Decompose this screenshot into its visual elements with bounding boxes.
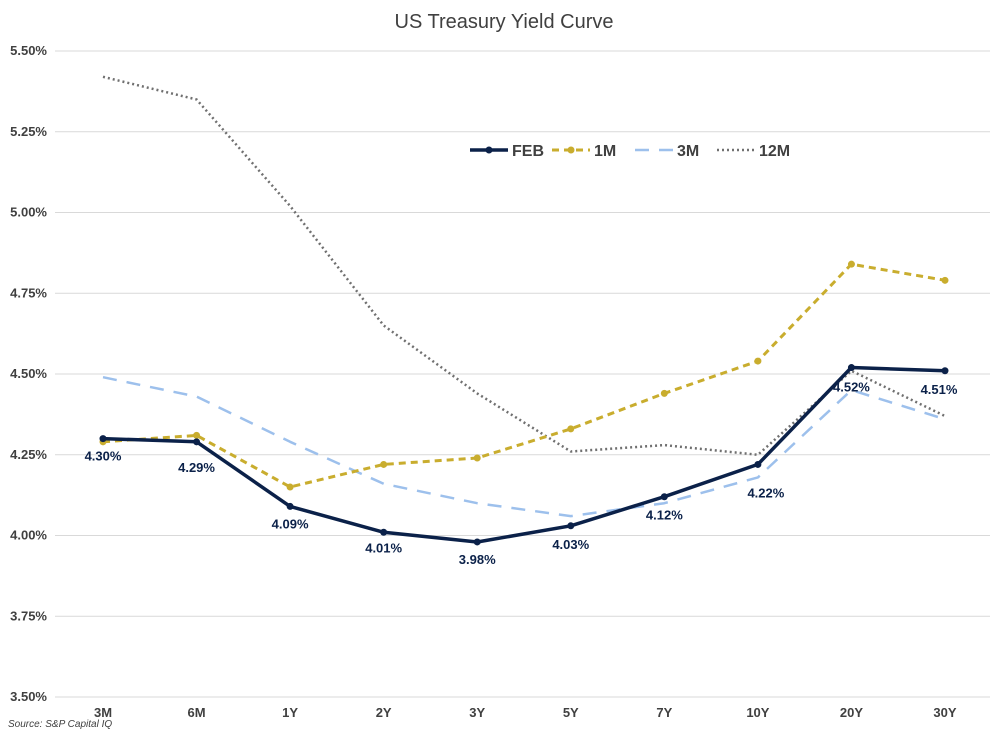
data-label-feb: 4.51%	[921, 382, 958, 397]
source-note: Source: S&P Capital IQ	[8, 719, 112, 730]
data-label-feb: 4.29%	[178, 460, 215, 475]
data-point-feb	[99, 435, 107, 443]
y-tick-label: 3.75%	[10, 608, 47, 623]
data-label-feb: 4.01%	[365, 540, 402, 555]
data-point-feb	[286, 502, 294, 510]
data-point-feb	[567, 522, 575, 530]
data-label-feb: 4.22%	[747, 485, 784, 500]
x-tick-label: 30Y	[933, 705, 956, 720]
data-point-1m	[380, 460, 388, 468]
series-line-12m	[102, 75, 946, 457]
x-tick-label: 1Y	[282, 705, 298, 720]
data-point-feb	[380, 528, 388, 536]
y-tick-label: 5.00%	[10, 205, 47, 220]
x-axis: 3M 6M 1Y 2Y 3Y 5Y 7Y 10Y 20Y 30Y	[94, 705, 957, 720]
y-tick-label: 4.00%	[10, 528, 47, 543]
data-point-1m	[660, 389, 668, 397]
x-tick-label: 20Y	[840, 705, 863, 720]
legend: FEB 1M 3M 12M	[470, 143, 790, 160]
data-label-feb: 3.98%	[459, 552, 496, 567]
data-label-feb: 4.03%	[552, 537, 589, 552]
series-line-3m	[102, 375, 946, 518]
x-tick-label: 2Y	[376, 705, 392, 720]
y-tick-label: 4.75%	[10, 285, 47, 300]
legend-label-3m: 3M	[677, 143, 699, 160]
series-lines	[99, 75, 949, 546]
y-tick-label: 4.25%	[10, 447, 47, 462]
data-point-1m	[193, 431, 201, 439]
chart-title: US Treasury Yield Curve	[395, 11, 614, 33]
y-tick-label: 4.50%	[10, 366, 47, 381]
x-tick-label: 6M	[188, 705, 206, 720]
data-point-feb	[754, 460, 762, 468]
data-point-feb	[941, 367, 949, 375]
legend-label-1m: 1M	[594, 143, 616, 160]
y-axis: 3.50% 3.75% 4.00% 4.25% 4.50% 4.75% 5.00% 5.25%…	[10, 43, 47, 704]
data-label-feb: 4.12%	[646, 508, 683, 523]
data-point-1m	[754, 357, 762, 365]
data-point-feb	[193, 438, 201, 446]
y-tick-label: 5.50%	[10, 43, 47, 58]
series-line-feb	[101, 365, 947, 544]
legend-marker-feb	[485, 146, 493, 154]
data-point-1m	[473, 454, 481, 462]
data-labels: 4.30% 4.29% 4.09% 4.01% 3.98% 4.03% 4.12% 4.22%…	[85, 380, 958, 567]
legend-marker-1m	[567, 146, 575, 154]
x-tick-label: 10Y	[746, 705, 769, 720]
data-label-feb: 4.09%	[272, 516, 309, 531]
data-point-1m	[847, 260, 855, 268]
x-tick-label: 7Y	[656, 705, 672, 720]
data-point-1m	[286, 483, 294, 491]
data-point-1m	[567, 425, 575, 433]
data-point-feb	[660, 493, 668, 501]
y-tick-label: 5.25%	[10, 124, 47, 139]
data-point-feb	[473, 538, 481, 546]
x-tick-label: 5Y	[563, 705, 579, 720]
x-tick-label: 3Y	[469, 705, 485, 720]
data-label-feb: 4.30%	[85, 449, 122, 464]
series-line-1m	[102, 262, 946, 489]
legend-label-12m: 12M	[759, 143, 790, 160]
data-point-1m	[941, 276, 949, 284]
data-point-feb	[847, 364, 855, 372]
y-tick-label: 3.50%	[10, 689, 47, 704]
x-tick-label: 3M	[94, 705, 112, 720]
legend-label-feb: FEB	[512, 143, 544, 160]
data-label-feb: 4.52%	[833, 380, 870, 395]
gridlines	[55, 50, 990, 698]
